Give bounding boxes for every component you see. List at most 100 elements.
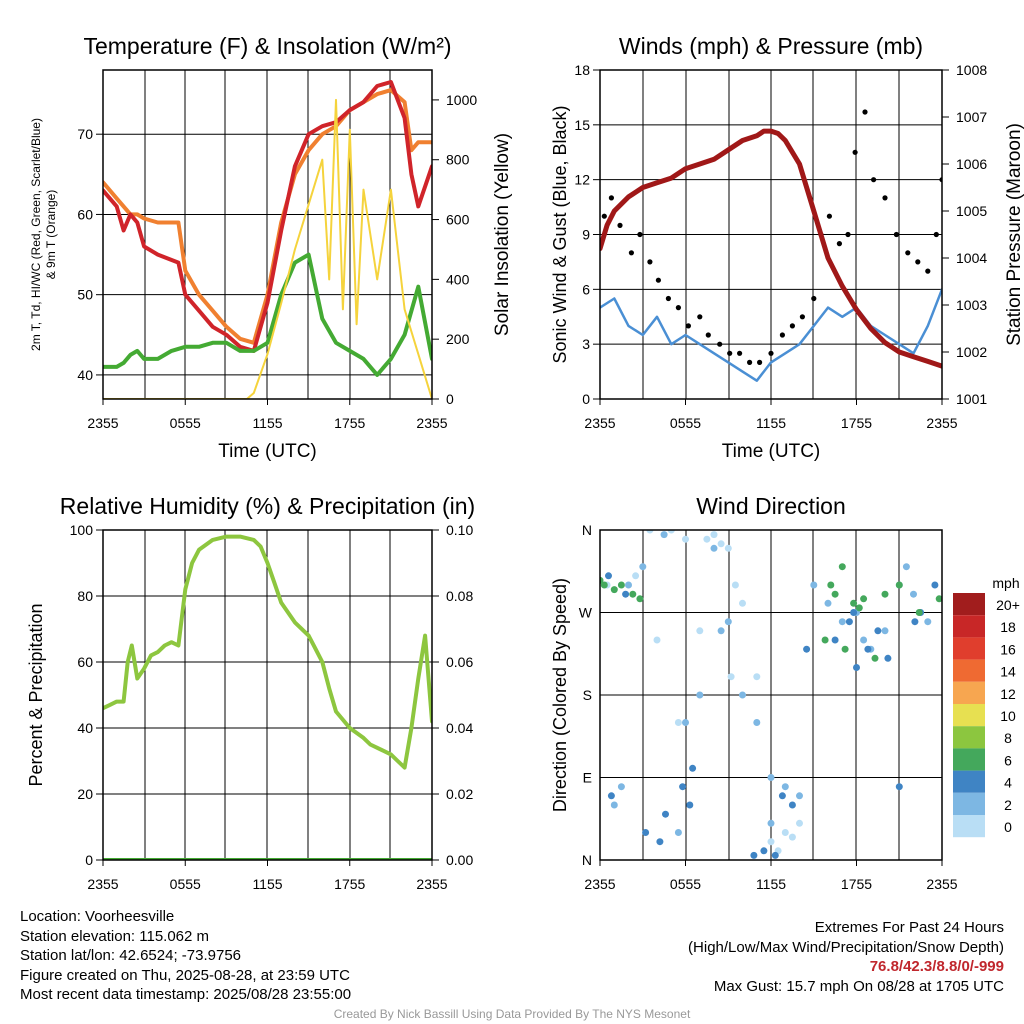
legend-swatch — [953, 637, 985, 660]
panel-4-xtick: 2355 — [926, 876, 957, 892]
panel-1-ytick: 70 — [77, 126, 93, 142]
panel-1-title: Temperature (F) & Insolation (W/m²) — [83, 33, 451, 59]
panel-1-ytick: 60 — [77, 206, 93, 222]
series-2-point — [796, 792, 803, 800]
series-2-point — [924, 618, 932, 626]
series-0-point — [731, 581, 739, 589]
series-0-point — [727, 673, 735, 681]
panel-3-plot-area — [103, 534, 432, 860]
series-gust-point — [685, 323, 692, 329]
station-info: Location: Voorheesville Station elevatio… — [20, 907, 351, 1005]
series-0-point — [796, 819, 803, 827]
panel-2-ytick-right: 1002 — [956, 344, 987, 360]
legend-label: 6 — [1004, 752, 1012, 768]
panel-1-xtick: 1755 — [334, 415, 365, 431]
series-0-point — [703, 535, 711, 543]
series-0-point — [667, 530, 675, 534]
series-gust-point — [852, 149, 858, 155]
legend-swatch — [953, 815, 985, 838]
panel-4-frame — [599, 529, 943, 861]
legend-swatch — [953, 615, 985, 638]
series-2-point — [824, 599, 832, 607]
credit-line: Created By Nick Bassill Using Data Provi… — [333, 1007, 691, 1021]
panel-1-xtick: 2355 — [416, 415, 447, 431]
series-2-point — [660, 531, 668, 539]
max-gust: Max Gust: 15.7 mph On 08/28 at 1705 UTC — [713, 977, 1004, 995]
series-gust-point — [727, 350, 733, 356]
panel-3-ytick-right: 0.02 — [446, 786, 473, 802]
series-gust-point — [717, 341, 723, 347]
series-solar-insolation-line — [103, 98, 432, 399]
panel-4-xtick: 1155 — [756, 876, 786, 892]
panel-3-title: Relative Humidity (%) & Precipitation (i… — [60, 493, 475, 519]
series-2m-t-line — [103, 80, 432, 353]
legend-label: 18 — [1000, 619, 1016, 635]
panel-4-xtick: 1755 — [841, 876, 872, 892]
series-2-point — [610, 801, 618, 809]
series-6-point — [629, 590, 637, 598]
panel-1-ylabel-right: Solar Insolation (Yellow) — [492, 133, 513, 336]
series-4-point — [605, 572, 612, 580]
series-gust-point — [737, 350, 743, 356]
series-gust-point — [836, 241, 843, 247]
series-4-point — [656, 838, 664, 846]
panel-4-xtick: 2355 — [584, 876, 615, 892]
series-2-point — [724, 618, 732, 626]
panel-3-ytick: 40 — [77, 720, 93, 736]
panel-3-ytick: 80 — [77, 588, 93, 604]
series-2-point — [674, 829, 682, 836]
series-6-point — [831, 590, 839, 598]
panel-3-ytick: 100 — [70, 522, 94, 538]
series-4-point — [845, 618, 853, 626]
series-gust-point — [915, 259, 921, 265]
legend-swatch — [953, 748, 985, 771]
panel-2-xlabel: Time (UTC) — [722, 441, 821, 462]
series-6-point — [855, 604, 863, 612]
series-4-point — [642, 829, 650, 836]
series-4-point — [874, 627, 882, 635]
station-elevation: Station elevation: 115.062 m — [20, 927, 210, 945]
series-0-point — [788, 833, 796, 841]
series-gust-point — [779, 332, 786, 338]
panel-1-frame — [102, 69, 433, 400]
series-6-point — [871, 654, 879, 662]
series-6-point — [827, 581, 835, 589]
panel-1-xtick: 0555 — [170, 415, 201, 431]
series-4-point — [931, 581, 939, 589]
series-gust-point — [628, 250, 635, 256]
series-4-point — [760, 847, 768, 855]
series-4-point — [850, 609, 858, 616]
series-4-point — [831, 636, 839, 644]
panel-2-ytick: 0 — [582, 391, 590, 407]
panel-2-xtick: 1755 — [841, 415, 872, 431]
series-2-point — [753, 719, 761, 726]
series-0-point — [717, 540, 725, 548]
panel-3-ytick-right: 0.00 — [446, 852, 473, 868]
panel-3-ytick-right: 0.04 — [446, 720, 473, 736]
series-6-point — [600, 581, 608, 589]
panel-2-xtick: 0555 — [670, 415, 701, 431]
panel-2-xtick: 2355 — [926, 415, 957, 431]
panel-2-ytick: 3 — [582, 336, 590, 352]
series-4-point — [679, 783, 687, 791]
series-4-point — [853, 664, 860, 671]
series-4-point — [689, 764, 697, 772]
series-6-point — [838, 563, 846, 571]
panel-1-xtick: 1155 — [252, 415, 282, 431]
series-gust-point — [925, 268, 931, 274]
series-0-point — [646, 530, 654, 534]
panel-1-ytick-right: 200 — [446, 331, 470, 347]
series-4-point — [788, 801, 796, 809]
panel-1-ytick-right: 1000 — [446, 92, 477, 108]
series-2-point — [860, 636, 868, 644]
extremes-title: Extremes For Past 24 Hours — [814, 919, 1004, 936]
panel-2-ytick-right: 1007 — [956, 109, 987, 125]
series-4-point — [662, 810, 669, 818]
series-gust-point — [705, 332, 711, 338]
series-gust-point — [882, 195, 888, 201]
legend-swatch — [953, 593, 985, 616]
series-0-point — [753, 673, 761, 681]
panel-1-ylabel: 2m T, Td, HI/WC (Red, Green, Scarlet/Blu… — [29, 118, 43, 351]
legend-swatch — [953, 726, 985, 749]
panel-3-ytick: 0 — [85, 852, 93, 868]
